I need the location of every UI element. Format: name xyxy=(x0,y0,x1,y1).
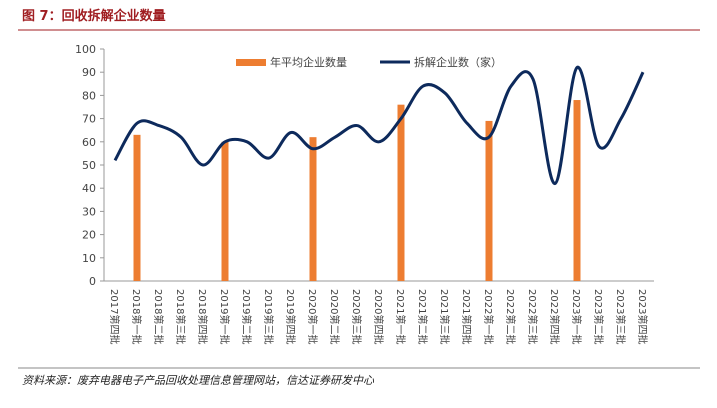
x-tick-label: 2023第三批 xyxy=(614,289,627,344)
y-tick-label: 60 xyxy=(82,136,96,149)
y-tick-label: 50 xyxy=(82,159,96,172)
legend-label: 年平均企业数量 xyxy=(270,55,347,69)
y-tick-label: 0 xyxy=(89,275,96,288)
x-tick-label: 2023第二批 xyxy=(592,289,605,344)
x-tick-label: 2023第四批 xyxy=(636,289,649,344)
bar xyxy=(309,137,317,281)
x-tick-label: 2020第一批 xyxy=(306,289,319,344)
x-tick-label: 2022第三批 xyxy=(526,289,539,344)
y-tick-label: 100 xyxy=(75,43,96,56)
x-tick-label: 2018第三批 xyxy=(174,289,187,344)
line xyxy=(113,66,645,186)
x-tick-label: 2022第二批 xyxy=(504,289,517,344)
x-tick-label: 2022第一批 xyxy=(482,289,495,344)
legend-swatch xyxy=(236,59,266,66)
x-tick-label: 2022第四批 xyxy=(548,289,561,344)
x-tick-label: 2019第二批 xyxy=(240,289,253,344)
legend-label: 拆解企业数（家） xyxy=(414,55,502,69)
x-tick-label: 2020第二批 xyxy=(328,289,341,344)
x-tick-label: 2021第一批 xyxy=(394,289,407,344)
x-tick-label: 2020第四批 xyxy=(372,289,385,344)
y-tick-label: 80 xyxy=(82,89,96,102)
chart-title: 图 7：回收拆解企业数量 xyxy=(22,8,166,24)
x-tick-label: 2019第一批 xyxy=(218,289,231,344)
x-tick-label: 2019第三批 xyxy=(262,289,275,344)
x-tick-label: 2021第二批 xyxy=(416,289,429,344)
bar xyxy=(221,141,229,281)
x-tick-label: 2023第一批 xyxy=(570,289,583,344)
x-tick-label: 2019第四批 xyxy=(284,289,297,344)
y-tick-label: 40 xyxy=(82,182,96,195)
x-tick-label: 2018第四批 xyxy=(196,289,209,344)
x-tick-label: 2020第三批 xyxy=(350,289,363,344)
source: 资料来源：废弃电器电子产品回收处理信息管理网站，信达证券研发中心 xyxy=(22,374,375,387)
bar xyxy=(573,100,581,281)
y-tick-label: 90 xyxy=(82,66,96,79)
bar xyxy=(397,104,405,282)
x-tick-label: 2021第四批 xyxy=(460,289,473,344)
x-tick-label: 2017第四批 xyxy=(108,289,121,344)
y-tick-label: 30 xyxy=(82,205,96,218)
bar xyxy=(133,134,141,281)
x-tick-label: 2021第三批 xyxy=(438,289,451,344)
y-tick-label: 20 xyxy=(82,229,96,242)
x-tick-label: 2018第一批 xyxy=(130,289,143,344)
y-tick-label: 10 xyxy=(82,252,96,265)
y-tick-label: 70 xyxy=(82,113,96,126)
bar xyxy=(485,120,493,281)
x-tick-label: 2018第二批 xyxy=(152,289,165,344)
